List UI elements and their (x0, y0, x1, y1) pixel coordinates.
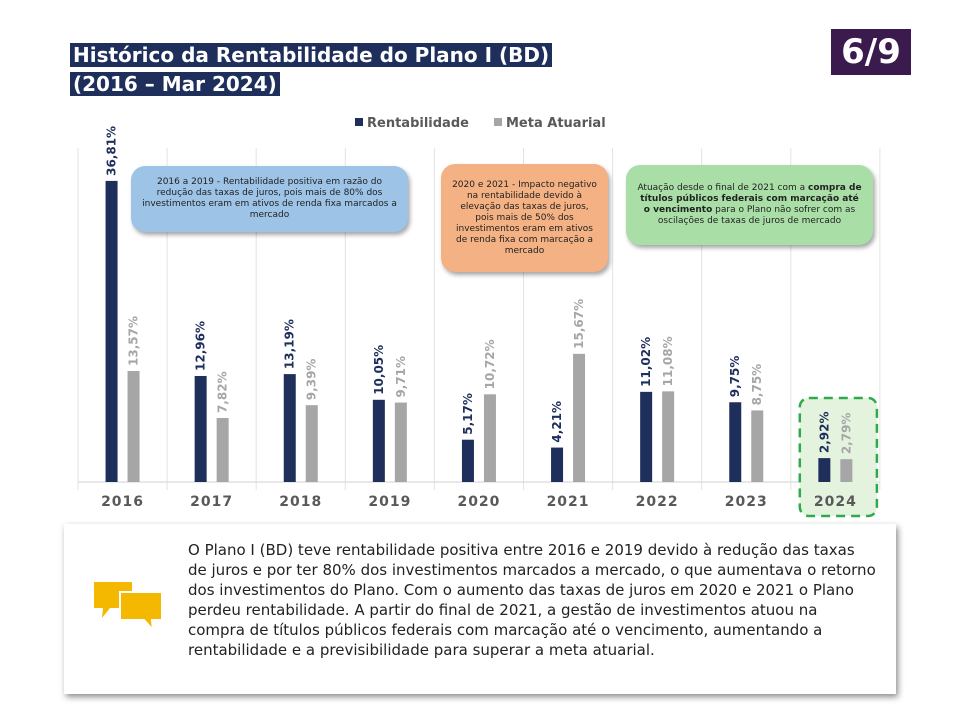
data-label-rentabilidade: 9,75% (728, 356, 742, 398)
callout-2016-2019: 2016 a 2019 - Rentabilidade positiva em … (131, 166, 408, 232)
bar-rentabilidade (640, 391, 653, 482)
summary-box: O Plano I (BD) teve rentabilidade positi… (64, 524, 896, 694)
bar-meta (573, 353, 586, 482)
data-label-meta: 15,67% (572, 299, 586, 349)
data-label-meta: 2,79% (839, 413, 853, 455)
x-tick-label: 2018 (279, 494, 322, 510)
data-label-rentabilidade: 36,81% (105, 126, 119, 176)
data-label-rentabilidade: 4,21% (550, 401, 564, 443)
data-label-meta: 9,71% (394, 356, 408, 398)
chat-bubbles-icon (94, 582, 163, 632)
bar-rentabilidade (551, 447, 564, 482)
bar-meta (662, 391, 675, 482)
data-label-rentabilidade: 13,19% (283, 319, 297, 369)
bar-meta (127, 370, 140, 482)
x-tick-label: 2024 (814, 494, 857, 510)
data-label-rentabilidade: 11,02% (639, 337, 653, 387)
bar-chart: Rentabilidade Meta Atuarial 36,81% 13,57% 20… (77, 116, 881, 518)
data-label-meta: 10,72% (483, 339, 497, 389)
callout-text-post: para o Plano não sofrer com as oscilaçõe… (657, 205, 856, 226)
x-tick-label: 2020 (457, 494, 500, 510)
data-label-meta: 8,75% (750, 364, 764, 406)
data-label-meta: 9,39% (305, 359, 319, 401)
bar-rentabilidade (818, 458, 831, 482)
legend-label-rentabilidade: Rentabilidade (367, 116, 469, 131)
chart-title-line-1: Histórico da Rentabilidade do Plano I (B… (70, 43, 553, 67)
x-tick-label: 2019 (368, 494, 411, 510)
bar-rentabilidade (105, 180, 118, 482)
legend-swatch-rentabilidade (355, 118, 363, 126)
bar-meta (751, 410, 764, 482)
bar-rentabilidade (283, 374, 296, 482)
highlight-box (798, 396, 879, 518)
data-label-meta: 7,82% (216, 371, 230, 413)
data-label-meta: 13,57% (127, 316, 141, 366)
x-tick-label: 2022 (636, 494, 679, 510)
bar-meta (840, 459, 853, 482)
legend-label-meta: Meta Atuarial (506, 116, 606, 131)
data-label-rentabilidade: 12,96% (194, 321, 208, 371)
summary-text: O Plano I (BD) teve rentabilidade positi… (188, 541, 876, 659)
chart-title-line-2: (2016 – Mar 2024) (70, 72, 280, 96)
page-indicator: 6/9 (831, 29, 911, 75)
bar-meta (216, 418, 229, 482)
data-label-rentabilidade: 2,92% (817, 411, 831, 453)
x-tick-label: 2016 (101, 494, 144, 510)
data-label-rentabilidade: 5,17% (461, 393, 475, 435)
callout-2020-2021: 2020 e 2021 - Impacto negativo na rentab… (441, 164, 608, 272)
bar-meta (483, 394, 496, 482)
data-label-rentabilidade: 10,05% (372, 345, 386, 395)
callout-2016-2019-text: 2016 a 2019 - Rentabilidade positiva em … (142, 177, 397, 220)
callout-2020-2021-text: 2020 e 2021 - Impacto negativo na rentab… (452, 179, 597, 256)
bar-meta (305, 405, 318, 482)
callout-2021-onward-text: Atuação desde o final de 2021 com a comp… (636, 183, 863, 227)
data-label-meta: 11,08% (661, 336, 675, 386)
bar-rentabilidade (729, 402, 742, 482)
bar-rentabilidade (461, 439, 474, 482)
bar-rentabilidade (194, 375, 207, 482)
x-tick-label: 2023 (725, 494, 768, 510)
bar-rentabilidade (372, 399, 385, 482)
x-tick-label: 2017 (190, 494, 233, 510)
x-tick-label: 2021 (547, 494, 590, 510)
bar-meta (394, 402, 407, 482)
callout-text-bold: compra de títulos públicos federais com … (640, 183, 862, 215)
callout-2021-onward: Atuação desde o final de 2021 com a comp… (626, 165, 873, 245)
legend-swatch-meta (494, 118, 502, 126)
highlight-fill (799, 398, 877, 516)
callout-text-pre: Atuação desde o final de 2021 com a (637, 183, 806, 193)
